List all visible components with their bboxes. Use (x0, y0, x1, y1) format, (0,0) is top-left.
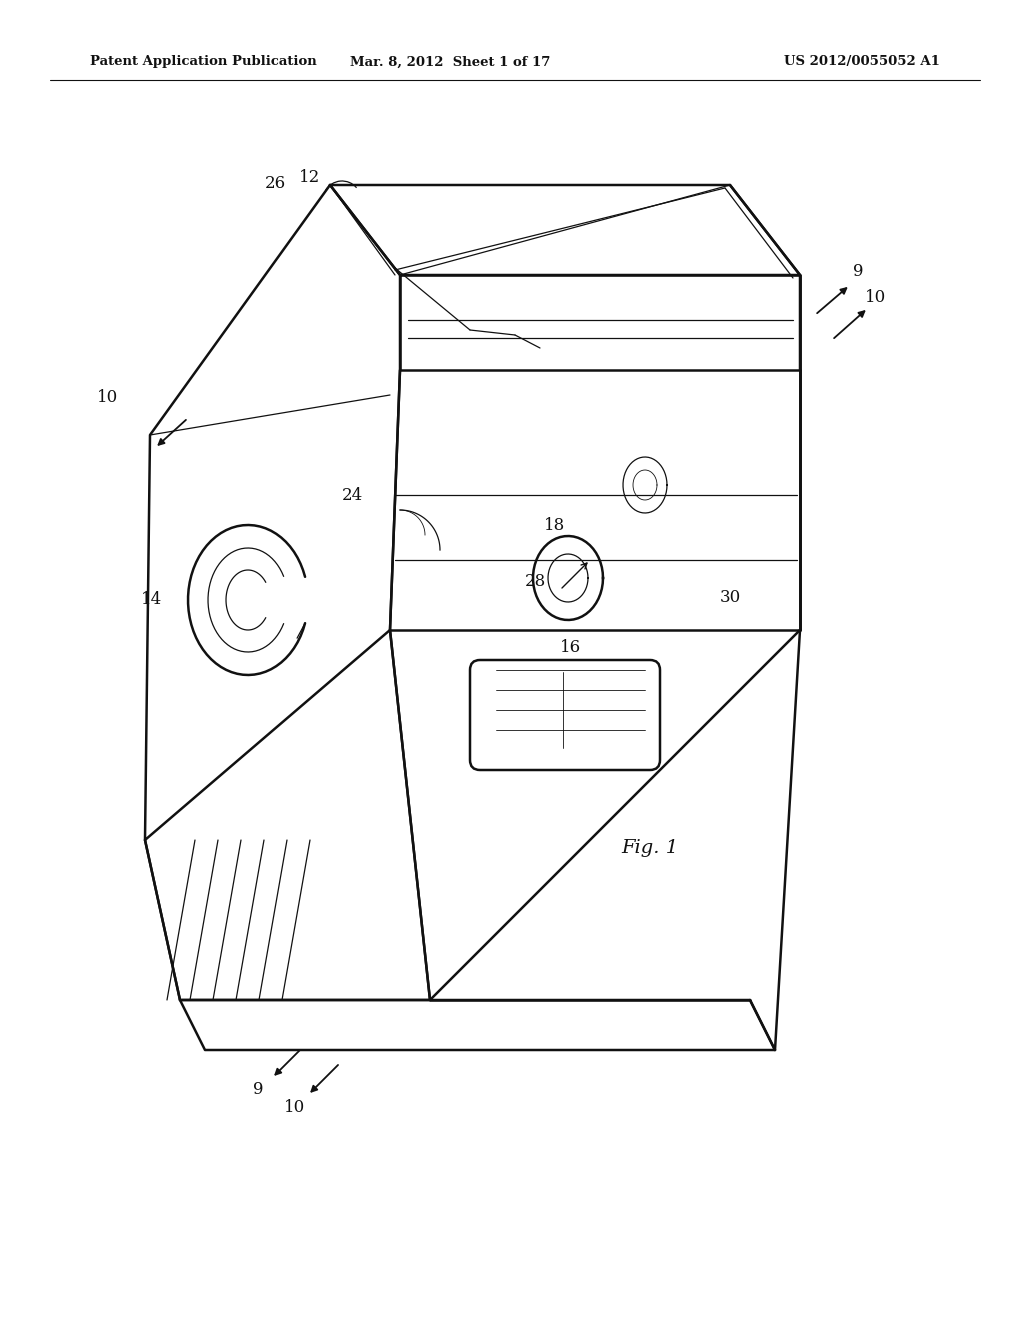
Text: Fig. 1: Fig. 1 (622, 840, 679, 857)
Text: 24: 24 (341, 487, 362, 503)
Text: 10: 10 (285, 1100, 305, 1117)
Text: US 2012/0055052 A1: US 2012/0055052 A1 (784, 55, 940, 69)
Text: 10: 10 (97, 389, 119, 407)
Text: Mar. 8, 2012  Sheet 1 of 17: Mar. 8, 2012 Sheet 1 of 17 (350, 55, 550, 69)
Text: 14: 14 (141, 591, 163, 609)
Text: 9: 9 (253, 1081, 263, 1098)
Text: 16: 16 (559, 639, 581, 656)
Text: 28: 28 (524, 573, 546, 590)
Text: 30: 30 (720, 590, 740, 606)
Text: 18: 18 (545, 516, 565, 533)
Text: 12: 12 (299, 169, 321, 186)
Text: Patent Application Publication: Patent Application Publication (90, 55, 316, 69)
Text: 10: 10 (865, 289, 887, 306)
Text: 26: 26 (264, 174, 286, 191)
Text: 9: 9 (853, 264, 863, 281)
